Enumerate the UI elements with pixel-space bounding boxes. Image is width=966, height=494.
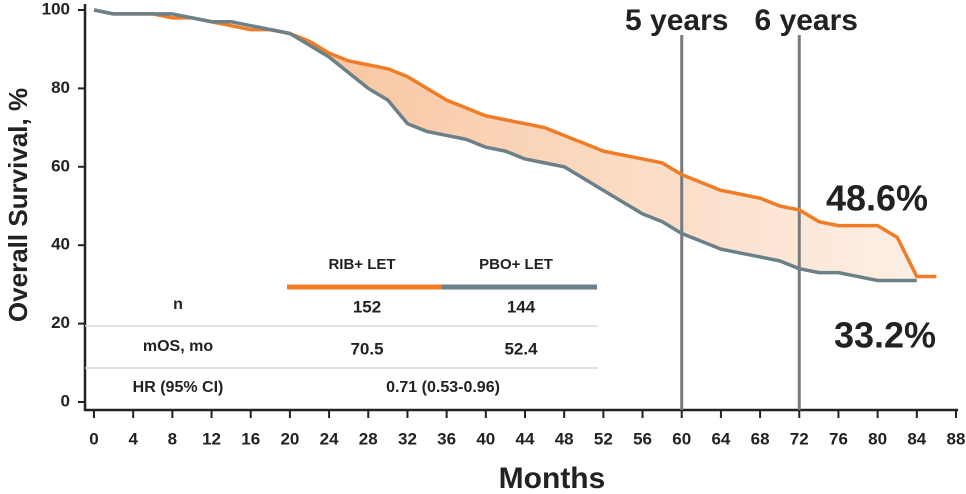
table-header: PBO+ LET	[479, 256, 553, 273]
y-tick-label: 40	[51, 235, 70, 254]
x-tick-label: 60	[672, 429, 691, 448]
survival-curve	[93, 8, 917, 283]
table-value: 52.4	[504, 339, 538, 358]
x-tick-label: 8	[168, 429, 177, 448]
row-label: mOS, mo	[143, 338, 213, 355]
x-tick-label: 76	[829, 429, 848, 448]
table-value: 152	[353, 297, 381, 316]
x-tick-label: 20	[280, 429, 299, 448]
y-tick-label: 100	[42, 0, 70, 18]
end-label: 48.6%	[826, 178, 928, 219]
x-tick-label: 24	[320, 429, 339, 448]
y-tick-label: 80	[51, 78, 70, 97]
x-tick-label: 40	[476, 429, 495, 448]
x-tick-label: 72	[790, 429, 809, 448]
table-value: 70.5	[350, 339, 383, 358]
x-tick-label: 68	[751, 429, 770, 448]
table-value: 144	[507, 297, 536, 316]
row-label: HR (95% CI)	[133, 379, 224, 396]
x-tick-label: 44	[516, 429, 535, 448]
x-tick-label: 12	[202, 429, 221, 448]
y-tick-label: 0	[61, 391, 70, 410]
end-label: 33.2%	[834, 315, 936, 356]
table-header: RIB+ LET	[328, 256, 395, 273]
x-tick-label: 84	[907, 429, 926, 448]
x-tick-label: 32	[398, 429, 417, 448]
x-tick-label: 16	[241, 429, 260, 448]
x-tick-label: 48	[555, 429, 574, 448]
table-value: 0.71 (0.53-0.96)	[386, 379, 500, 396]
milestone-label: 5 years	[625, 4, 728, 37]
x-tick-label: 80	[868, 429, 887, 448]
survival-curve	[93, 8, 937, 279]
x-tick-label: 56	[633, 429, 652, 448]
y-tick-label: 20	[51, 313, 70, 332]
x-tick-label: 28	[359, 429, 378, 448]
x-tick-label: 88	[947, 429, 966, 448]
x-tick-label: 36	[437, 429, 456, 448]
y-axis-title: Overall Survival, %	[3, 88, 33, 322]
milestone-label: 6 years	[755, 4, 858, 37]
x-axis-title: Months	[499, 462, 606, 494]
gap-shading	[289, 33, 917, 281]
x-tick-label: 64	[711, 429, 730, 448]
row-label: n	[173, 296, 183, 313]
x-tick-label: 4	[128, 429, 138, 448]
y-tick-label: 60	[51, 156, 70, 175]
x-tick-label: 0	[89, 429, 98, 448]
x-tick-label: 52	[594, 429, 613, 448]
